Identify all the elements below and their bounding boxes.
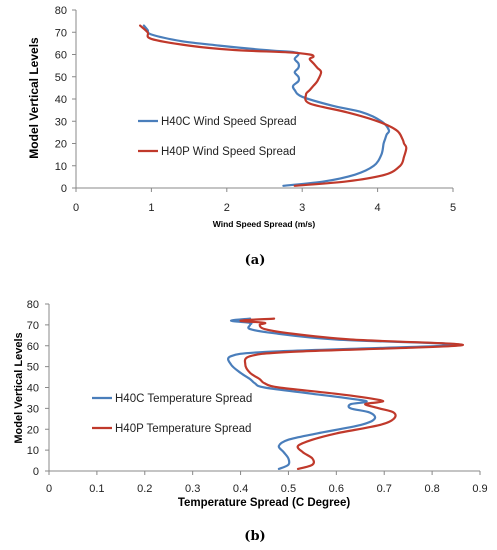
series-line-h40p-temperature-spread bbox=[239, 317, 465, 470]
y-tick-label: 0 bbox=[61, 183, 67, 195]
chart-a-y-axis-title: Model Vertical Levels bbox=[27, 37, 41, 159]
legend-label: H40C Temperature Spread bbox=[115, 393, 252, 405]
y-tick-label: 30 bbox=[55, 116, 67, 128]
chart-a-series bbox=[139, 24, 408, 187]
x-tick-label: 1 bbox=[148, 202, 154, 214]
y-tick-label: 70 bbox=[27, 320, 39, 332]
chart-a-legend: H40C Wind Speed Spread H40P Wind Speed Sp… bbox=[138, 116, 297, 158]
y-tick-label: 40 bbox=[55, 94, 67, 106]
x-tick-label: 0.8 bbox=[424, 483, 439, 495]
chart-b-legend: H40C Temperature Spread H40P Temperature … bbox=[92, 393, 252, 435]
y-tick-label: 80 bbox=[27, 299, 39, 311]
chart-a-axes bbox=[72, 9, 454, 192]
y-tick-label: 20 bbox=[55, 139, 67, 151]
legend-label: H40P Wind Speed Spread bbox=[161, 146, 296, 158]
legend-label: H40C Wind Speed Spread bbox=[161, 116, 297, 128]
y-tick-label: 50 bbox=[27, 362, 39, 374]
x-tick-label: 0 bbox=[73, 202, 79, 214]
x-tick-label: 2 bbox=[224, 202, 230, 214]
x-tick-label: 0.3 bbox=[185, 483, 200, 495]
legend-label: H40P Temperature Spread bbox=[115, 423, 251, 435]
chart-b-series bbox=[227, 317, 465, 470]
y-tick-label: 40 bbox=[27, 383, 39, 395]
y-tick-label: 70 bbox=[55, 27, 67, 39]
chart-b-tick-labels: 0 0.1 0.2 0.3 0.4 0.5 0.6 0.7 0.8 0.9 0 10 20 30 40 50 6… bbox=[27, 299, 488, 495]
y-tick-label: 0 bbox=[33, 466, 39, 478]
y-tick-label: 60 bbox=[27, 341, 39, 353]
chart-b-caption: (b) bbox=[244, 529, 265, 544]
y-tick-label: 20 bbox=[27, 424, 39, 436]
chart-a-caption: (a) bbox=[245, 253, 266, 268]
y-tick-label: 10 bbox=[55, 161, 67, 173]
x-tick-label: 0.7 bbox=[377, 483, 392, 495]
series-line-h40c-wind-speed-spread bbox=[142, 24, 391, 187]
series-line-h40c-temperature-spread bbox=[227, 317, 457, 470]
x-tick-label: 0.2 bbox=[137, 483, 152, 495]
y-tick-label: 50 bbox=[55, 72, 67, 84]
chart-b: 0 0.1 0.2 0.3 0.4 0.5 0.6 0.7 0.8 0.9 0 10 20 30 40 50 6… bbox=[13, 299, 488, 544]
chart-b-y-axis-title: Model Vertical Levels bbox=[13, 332, 25, 443]
x-tick-label: 0.5 bbox=[281, 483, 296, 495]
x-tick-label: 4 bbox=[375, 202, 381, 214]
x-tick-label: 0 bbox=[46, 483, 52, 495]
series-line-h40p-wind-speed-spread bbox=[139, 24, 408, 187]
y-tick-label: 80 bbox=[55, 5, 67, 17]
x-tick-label: 0.9 bbox=[472, 483, 487, 495]
x-tick-label: 5 bbox=[450, 202, 456, 214]
x-tick-label: 3 bbox=[299, 202, 305, 214]
chart-a-x-axis-title: Wind Speed Spread (m/s) bbox=[213, 219, 316, 229]
x-tick-label: 0.1 bbox=[89, 483, 104, 495]
x-tick-label: 0.4 bbox=[233, 483, 248, 495]
y-tick-label: 30 bbox=[27, 403, 39, 415]
x-tick-label: 0.6 bbox=[329, 483, 344, 495]
y-tick-label: 10 bbox=[27, 445, 39, 457]
chart-b-x-axis-title: Temperature Spread (C Degree) bbox=[178, 497, 351, 509]
y-tick-label: 60 bbox=[55, 50, 67, 62]
chart-b-axes bbox=[45, 303, 481, 475]
